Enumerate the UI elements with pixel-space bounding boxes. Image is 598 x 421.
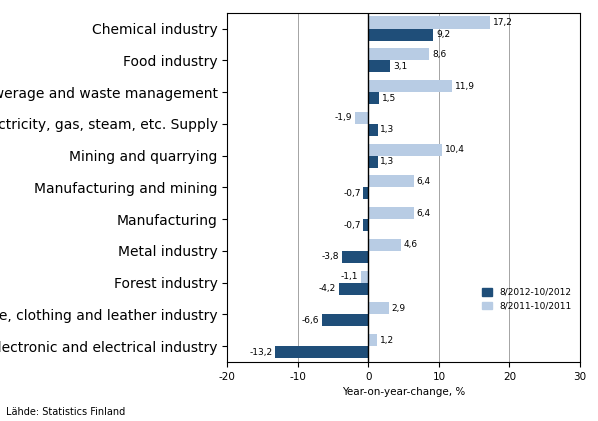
Text: Lähde: Statistics Finland: Lähde: Statistics Finland — [6, 407, 125, 417]
Text: 1,3: 1,3 — [380, 125, 395, 134]
Text: 8,6: 8,6 — [432, 50, 446, 59]
Bar — [368, 48, 429, 60]
Text: 10,4: 10,4 — [444, 145, 465, 154]
Text: -1,9: -1,9 — [335, 113, 352, 122]
Text: -3,8: -3,8 — [321, 253, 338, 261]
Bar — [322, 314, 368, 326]
Bar — [368, 16, 490, 29]
Text: -1,1: -1,1 — [340, 272, 358, 281]
Bar — [368, 156, 377, 168]
Bar — [368, 239, 401, 251]
X-axis label: Year-on-year-change, %: Year-on-year-change, % — [342, 387, 465, 397]
Text: 1,3: 1,3 — [380, 157, 395, 166]
Text: -0,7: -0,7 — [343, 189, 361, 198]
Bar — [338, 282, 368, 295]
Text: 11,9: 11,9 — [455, 82, 475, 91]
Text: 9,2: 9,2 — [436, 30, 450, 39]
Bar — [364, 187, 368, 200]
Bar — [368, 80, 452, 92]
Text: 6,4: 6,4 — [416, 177, 431, 186]
Text: 6,4: 6,4 — [416, 208, 431, 218]
Bar — [341, 251, 368, 263]
Text: -4,2: -4,2 — [319, 284, 336, 293]
Bar — [368, 92, 379, 104]
Text: 2,9: 2,9 — [392, 304, 406, 313]
Text: 1,5: 1,5 — [382, 93, 396, 103]
Bar — [364, 219, 368, 231]
Bar — [368, 124, 377, 136]
Bar — [368, 144, 442, 156]
Text: -13,2: -13,2 — [249, 348, 273, 357]
Bar — [368, 334, 377, 346]
Bar — [275, 346, 368, 358]
Text: 17,2: 17,2 — [493, 18, 512, 27]
Legend: 8/2012-10/2012, 8/2011-10/2011: 8/2012-10/2012, 8/2011-10/2011 — [478, 284, 575, 314]
Bar — [368, 60, 390, 72]
Text: -6,6: -6,6 — [301, 316, 319, 325]
Bar — [361, 271, 368, 282]
Bar — [368, 207, 414, 219]
Text: 1,2: 1,2 — [380, 336, 394, 345]
Bar — [368, 29, 434, 40]
Bar — [368, 175, 414, 187]
Text: 3,1: 3,1 — [393, 62, 407, 71]
Bar — [355, 112, 368, 124]
Text: 4,6: 4,6 — [404, 240, 418, 249]
Text: -0,7: -0,7 — [343, 221, 361, 229]
Bar — [368, 302, 389, 314]
